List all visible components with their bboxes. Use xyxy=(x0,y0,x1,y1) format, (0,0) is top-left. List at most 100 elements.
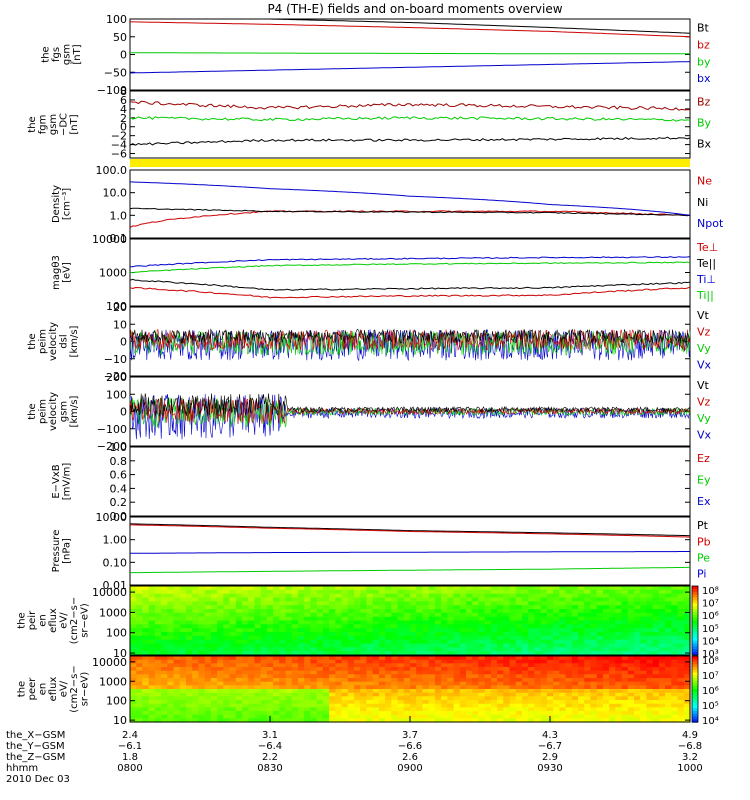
spectrogram-cell xyxy=(260,632,268,637)
spectrogram-cell xyxy=(609,586,616,591)
spectrogram-cell xyxy=(571,681,579,686)
spectrogram-cell xyxy=(478,700,486,705)
spectrogram-cell xyxy=(459,651,467,656)
spectrogram-cell xyxy=(242,692,249,697)
spectrogram-cell xyxy=(615,689,623,694)
spectrogram-cell xyxy=(559,624,567,629)
spectrogram-cell xyxy=(503,589,511,595)
spectrogram-cell xyxy=(503,586,511,591)
spectrogram-cell xyxy=(565,601,573,606)
spectrogram-cell xyxy=(378,651,386,656)
spectrogram-cell xyxy=(354,674,361,679)
spectrogram-cell xyxy=(652,586,660,591)
spectrogram-cell xyxy=(142,616,150,622)
spectrogram-cell xyxy=(248,651,255,656)
spectrogram-cell xyxy=(534,632,542,637)
spectrogram-cell xyxy=(360,647,367,652)
spectrogram-cell xyxy=(677,703,685,708)
spectrogram-cell xyxy=(179,620,187,625)
spectrogram-cell xyxy=(553,689,560,694)
spectrogram-cell xyxy=(310,714,318,719)
spectrogram-cell xyxy=(434,616,442,622)
spectrogram-cell xyxy=(627,696,635,701)
spectrogram-cell xyxy=(204,620,212,625)
spectrogram-cell xyxy=(192,718,199,723)
spectrogram-cell xyxy=(229,659,237,664)
y-axis-label-line: [cm⁻³] xyxy=(61,188,72,220)
spectrogram-cell xyxy=(509,656,517,661)
spectrogram-cell xyxy=(584,689,591,694)
spectrogram-cell xyxy=(590,612,598,618)
spectrogram-cell xyxy=(590,620,598,625)
spectrogram-cell xyxy=(459,639,467,645)
spectrogram-cell xyxy=(615,589,623,595)
spectrogram-cell xyxy=(534,703,542,708)
spectrogram-cell xyxy=(198,647,206,652)
spectrogram-cell xyxy=(210,632,218,637)
spectrogram-cell xyxy=(397,678,405,683)
spectrogram-cell xyxy=(285,651,293,656)
spectrogram-cell xyxy=(366,647,374,652)
spectrogram-cell xyxy=(179,628,187,633)
spectrogram-cell xyxy=(341,678,349,683)
y-axis-label: E−VxB [mV/m] xyxy=(51,463,73,501)
spectrogram-cell xyxy=(466,696,473,701)
spectrogram-cell xyxy=(285,620,293,625)
spectrogram-cell xyxy=(534,656,542,661)
spectrogram-cell xyxy=(186,643,193,648)
spectrogram-cell xyxy=(173,714,181,719)
spectrogram-cell xyxy=(136,628,143,633)
spectrogram-cell xyxy=(522,586,529,591)
spectrogram-cell xyxy=(609,670,616,675)
spectrogram-cell xyxy=(683,700,691,705)
panel-frame xyxy=(129,585,691,656)
spectrogram-cell xyxy=(391,628,399,633)
spectrogram-cell xyxy=(142,718,150,723)
spectrogram-cell xyxy=(341,609,349,614)
spectrogram-cell xyxy=(385,711,392,716)
spectrogram-cell xyxy=(602,612,610,618)
spectrogram-cell xyxy=(304,593,311,599)
spectrogram-cell xyxy=(173,632,181,637)
spectrogram-cell xyxy=(677,692,685,697)
spectrogram-cell xyxy=(441,616,448,622)
spectrogram-cell xyxy=(590,711,598,716)
colorbar-segment xyxy=(692,667,698,671)
spectrogram-cell xyxy=(434,689,442,694)
spectrogram-cell xyxy=(279,597,287,602)
spectrogram-cell xyxy=(366,707,374,712)
spectrogram-cell xyxy=(503,674,511,679)
spectrogram-cell xyxy=(391,678,399,683)
spectrogram-cell xyxy=(447,597,455,602)
spectrogram-cell xyxy=(634,593,641,599)
spectrogram-cell xyxy=(646,601,654,606)
spectrogram-cell xyxy=(652,589,660,595)
spectrogram-cell xyxy=(385,632,392,637)
spectrogram-cell xyxy=(385,659,392,664)
spectrogram-cell xyxy=(322,667,330,672)
spectrogram-cell xyxy=(130,593,137,599)
spectrogram-cell xyxy=(459,597,467,602)
spectrogram-cell xyxy=(646,685,654,690)
spectrogram-cell xyxy=(646,703,654,708)
spectrogram-cell xyxy=(254,681,262,686)
spectrogram-cell xyxy=(490,628,498,633)
spectrogram-cell xyxy=(360,620,367,625)
spectrogram-cell xyxy=(484,628,492,633)
spectrogram-cell xyxy=(192,659,199,664)
spectrogram-cell xyxy=(497,718,504,723)
spectrogram-cell xyxy=(609,711,616,716)
spectrogram-cell xyxy=(683,674,691,679)
spectrogram-cell xyxy=(347,670,355,675)
spectrogram-cell xyxy=(534,678,542,683)
spectrogram-cell xyxy=(571,678,579,683)
spectrogram-cell xyxy=(534,647,542,652)
spectrogram-cell xyxy=(665,589,672,595)
velocity-trace xyxy=(129,393,691,417)
spectrogram-cell xyxy=(298,643,305,648)
y-axis-label-line: en xyxy=(38,614,49,627)
spectrogram-cell xyxy=(248,647,255,652)
y-axis-label-line: (cm2−s− xyxy=(69,665,80,712)
spectrogram-cell xyxy=(428,685,436,690)
spectrogram-cell xyxy=(248,703,255,708)
